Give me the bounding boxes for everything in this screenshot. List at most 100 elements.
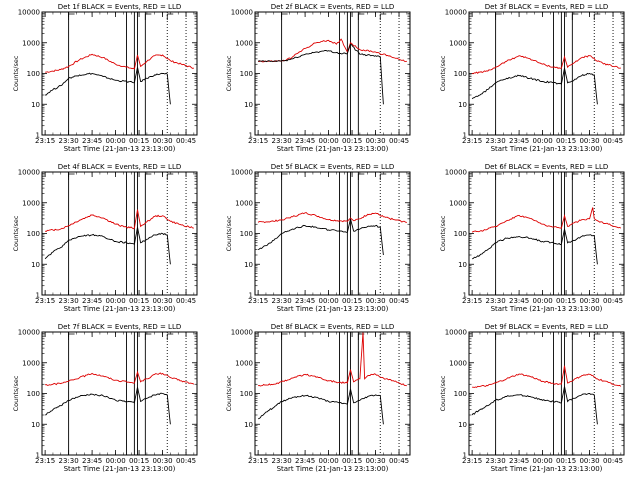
x-tick-label: 00:30 (579, 297, 599, 305)
x-tick-label: 00:15 (556, 297, 576, 305)
y-tick-label: 1 (36, 132, 40, 140)
panel-title: Det 3f BLACK = Events, RED = LLD (485, 3, 608, 11)
marker-flag (357, 13, 365, 20)
x-tick-label: 00:45 (176, 137, 196, 145)
y-tick-label: 1000 (449, 359, 467, 367)
plot-frame (254, 11, 411, 136)
series-lld-line (471, 207, 622, 233)
y-tick-label: 10 (31, 261, 40, 269)
y-tick-label: 10 (31, 101, 40, 109)
y-tick-label: 10000 (231, 9, 253, 17)
x-tick-label: 23:45 (509, 457, 529, 465)
y-tick-label: 1 (249, 452, 253, 460)
x-axis-label: Start Time (21-Jan-13 23:13:00) (277, 465, 389, 473)
x-tick-label: 23:15 (248, 457, 268, 465)
panel-title: Det 9f BLACK = Events, RED = LLD (485, 323, 608, 331)
x-tick-label: 00:30 (152, 297, 172, 305)
plot-frame (254, 171, 411, 296)
series-lld-line (44, 370, 195, 386)
x-tick-label: 23:30 (59, 137, 79, 145)
panel-title: Det 1f BLACK = Events, RED = LLD (58, 3, 181, 11)
x-tick-label: 23:30 (486, 297, 506, 305)
series-events-line (471, 68, 598, 105)
y-tick-label: 10000 (445, 9, 467, 17)
x-tick-label: 00:00 (318, 297, 338, 305)
panel-title: Det 2f BLACK = Events, RED = LLD (271, 3, 394, 11)
x-tick-label: 00:45 (389, 137, 409, 145)
panel-det-4: Det 4f BLACK = Events, RED = LLD 1 10 100 10… (12, 163, 198, 313)
y-axis-label: Counts/sec (225, 55, 233, 91)
y-tick-label: 10000 (18, 169, 40, 177)
y-tick-label: 1000 (22, 39, 40, 47)
x-tick-label: 00:15 (556, 457, 576, 465)
marker-flag (379, 13, 387, 20)
marker-flag (593, 333, 601, 340)
y-tick-label: 1000 (22, 359, 40, 367)
x-tick-label: 00:45 (603, 137, 623, 145)
x-tick-label: 00:30 (152, 457, 172, 465)
panel-det-5: Det 5f BLACK = Events, RED = LLD 1 10 100 10… (225, 163, 411, 313)
y-tick-label: 100 (454, 390, 467, 398)
marker-flag (166, 333, 174, 340)
marker-flag (166, 173, 174, 180)
y-tick-label: 100 (454, 70, 467, 78)
marker-flag (379, 173, 387, 180)
x-tick-label: 00:45 (603, 457, 623, 465)
series-lld-line (257, 212, 407, 224)
x-tick-label: 00:30 (365, 137, 385, 145)
x-tick-label: 23:45 (82, 457, 102, 465)
series-events-line (471, 228, 598, 265)
x-tick-label: 23:30 (486, 137, 506, 145)
x-tick-label: 00:30 (152, 137, 172, 145)
series-lld-line (258, 38, 407, 63)
y-axis-label: Counts/sec (439, 55, 447, 91)
y-tick-label: 100 (240, 70, 253, 78)
series-lld-line (472, 365, 622, 388)
x-tick-label: 00:45 (389, 297, 409, 305)
x-tick-label: 00:00 (105, 297, 125, 305)
series-lld-line (472, 55, 621, 75)
y-tick-label: 10000 (231, 169, 253, 177)
x-tick-label: 00:00 (318, 137, 338, 145)
x-tick-label: 23:30 (272, 457, 292, 465)
y-tick-label: 10 (458, 101, 467, 109)
panel-title: Det 8f BLACK = Events, RED = LLD (271, 323, 394, 331)
marker-flag (68, 333, 75, 340)
panel-title: Det 5f BLACK = Events, RED = LLD (271, 163, 394, 171)
marker-flag (571, 333, 579, 340)
panel-det-1: Det 1f BLACK = Events, RED = LLD 1 10 100 10… (12, 3, 198, 153)
marker-flag (144, 173, 152, 180)
panel-det-9: Det 9f BLACK = Events, RED = LLD 1 10 100 10… (439, 323, 625, 473)
marker-flag (495, 173, 502, 180)
x-tick-label: 23:30 (59, 457, 79, 465)
series-lld-line (45, 53, 195, 73)
x-tick-label: 23:30 (486, 457, 506, 465)
panel-det-3: Det 3f BLACK = Events, RED = LLD 1 10 100 10… (439, 3, 625, 153)
y-axis-label: Counts/sec (225, 215, 233, 251)
x-tick-label: 23:45 (509, 297, 529, 305)
y-tick-label: 100 (240, 230, 253, 238)
x-tick-label: 23:30 (59, 297, 79, 305)
marker-flag (571, 173, 579, 180)
plot-frame (468, 11, 625, 136)
x-tick-label: 00:30 (579, 457, 599, 465)
plot-frame (41, 331, 198, 456)
series-events-line (44, 387, 171, 425)
x-tick-label: 00:45 (176, 297, 196, 305)
x-tick-label: 00:15 (129, 457, 149, 465)
x-axis-label: Start Time (21-Jan-13 23:13:00) (64, 305, 176, 313)
x-tick-label: 23:15 (35, 137, 55, 145)
x-tick-label: 23:30 (272, 137, 292, 145)
x-tick-label: 23:45 (82, 137, 102, 145)
series-events-line (471, 386, 598, 425)
y-axis-label: Counts/sec (12, 375, 20, 411)
x-axis-label: Start Time (21-Jan-13 23:13:00) (491, 305, 603, 313)
x-tick-label: 23:15 (248, 137, 268, 145)
x-axis-label: Start Time (21-Jan-13 23:13:00) (64, 465, 176, 473)
plot-frame (468, 171, 625, 296)
x-tick-label: 23:15 (35, 457, 55, 465)
x-tick-label: 00:30 (579, 137, 599, 145)
y-tick-label: 1 (463, 292, 467, 300)
y-tick-label: 1000 (22, 199, 40, 207)
